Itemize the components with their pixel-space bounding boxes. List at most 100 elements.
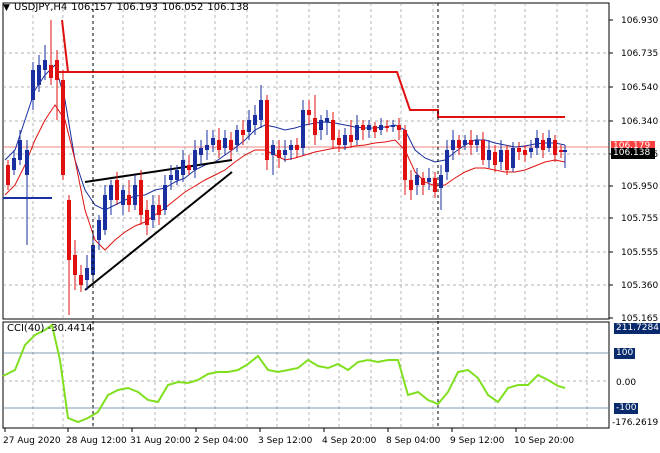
candle-body <box>109 185 113 200</box>
candle-body <box>133 185 137 205</box>
price-label: 106.540 <box>621 83 658 93</box>
candlestick-series <box>6 20 567 315</box>
candle-body <box>421 178 425 185</box>
candle-body <box>563 150 567 152</box>
candle-body <box>403 130 407 180</box>
candle-body <box>103 195 107 230</box>
time-label: 3 Sep 12:00 <box>258 436 313 446</box>
price-label: 106.930 <box>621 16 658 26</box>
candle-body <box>73 255 77 275</box>
candle-body <box>127 195 131 205</box>
candle-body <box>337 138 341 145</box>
time-label: 8 Sep 04:00 <box>386 436 441 446</box>
cci-100-tag: 100 <box>614 348 636 359</box>
candle-body <box>205 145 209 150</box>
candle-body <box>355 125 359 140</box>
time-label: 28 Aug 12:00 <box>66 436 127 446</box>
candle-body <box>427 178 431 182</box>
candle-body <box>145 210 149 225</box>
candle-body <box>295 145 299 150</box>
cci-indicator-label: CCI(40) -30.4414 <box>7 323 93 334</box>
candle-body <box>511 148 515 168</box>
price-label: 105.555 <box>621 248 658 258</box>
candle-body <box>559 150 563 152</box>
candle-body <box>475 140 479 145</box>
candle-body <box>541 140 545 150</box>
candle-body <box>553 140 557 155</box>
candle-body <box>79 275 83 285</box>
time-label: 2 Sep 04:00 <box>194 436 249 446</box>
candle-body <box>67 200 71 260</box>
triangle-upper-trendline[interactable] <box>84 159 233 183</box>
candle-body <box>319 120 323 130</box>
candle-body <box>199 148 203 155</box>
time-label: 4 Sep 20:00 <box>322 436 377 446</box>
time-label: 9 Sep 12:00 <box>450 436 505 446</box>
candle-body <box>169 175 173 180</box>
candle-body <box>97 220 101 240</box>
candle-body <box>157 205 161 215</box>
close-value: 106.138 <box>207 2 249 13</box>
candle-body <box>487 150 491 160</box>
cci-min-label: -176.2619 <box>612 418 658 428</box>
candle-body <box>259 100 263 120</box>
candle-body <box>175 170 179 180</box>
triangle-lower-trendline[interactable] <box>84 171 233 291</box>
bid-price-tag: 106.179 <box>611 141 655 152</box>
candle-body <box>61 80 65 175</box>
candle-body <box>451 140 455 150</box>
candle-body <box>151 205 155 220</box>
candle-body <box>331 120 335 140</box>
high-value: 106.193 <box>116 2 159 13</box>
candle-body <box>271 145 275 155</box>
candle-body <box>523 150 527 155</box>
candle-body <box>391 125 395 127</box>
price-label: 106.735 <box>621 49 658 59</box>
candle-body <box>397 125 401 130</box>
candle-body <box>181 160 185 175</box>
candle-body <box>235 130 239 145</box>
candle-body <box>505 150 509 170</box>
candle-body <box>217 140 221 150</box>
candle-body <box>415 175 419 185</box>
resistance-line[interactable] <box>65 71 565 118</box>
time-label: 31 Aug 20:00 <box>130 436 191 446</box>
candle-body <box>49 65 53 78</box>
candle-body <box>385 126 389 128</box>
cci-line <box>2 323 566 424</box>
candle-body <box>517 148 521 152</box>
candle-body <box>535 138 539 148</box>
candle-body <box>43 60 47 70</box>
candle-body <box>547 138 551 148</box>
resistance-line-drop <box>61 19 69 73</box>
candle-body <box>301 110 305 148</box>
time-axis: 27 Aug 2020 28 Aug 12:00 31 Aug 20:00 2 Sep… <box>3 428 574 446</box>
candle-body <box>379 125 383 130</box>
candle-body <box>367 125 371 130</box>
candle-body <box>85 268 89 280</box>
price-label: 105.755 <box>621 214 658 224</box>
candle-body <box>289 145 293 150</box>
symbol-name: USDJPY,H4 <box>14 2 68 13</box>
candle-body <box>439 175 443 188</box>
window-menu-arrow-icon[interactable]: ▼ <box>3 3 10 13</box>
candle-body <box>313 118 317 135</box>
candle-body <box>211 138 215 145</box>
candle-body <box>463 140 467 145</box>
symbol-info: USDJPY,H4 106.157 106.193 106.052 106.138 <box>14 2 253 13</box>
price-label: 106.340 <box>621 117 658 127</box>
price-label: 105.360 <box>621 281 658 291</box>
low-value: 106.052 <box>162 2 204 13</box>
candle-body <box>433 178 437 192</box>
close-price-tag: 106.138 <box>611 148 655 159</box>
candle-body <box>253 115 257 125</box>
candle-body <box>445 150 449 172</box>
candle-body <box>55 60 59 80</box>
candle-body <box>265 100 269 160</box>
candle-body <box>241 130 245 135</box>
candle-body <box>349 135 353 142</box>
candle-body <box>25 150 29 175</box>
candle-body <box>361 125 365 130</box>
